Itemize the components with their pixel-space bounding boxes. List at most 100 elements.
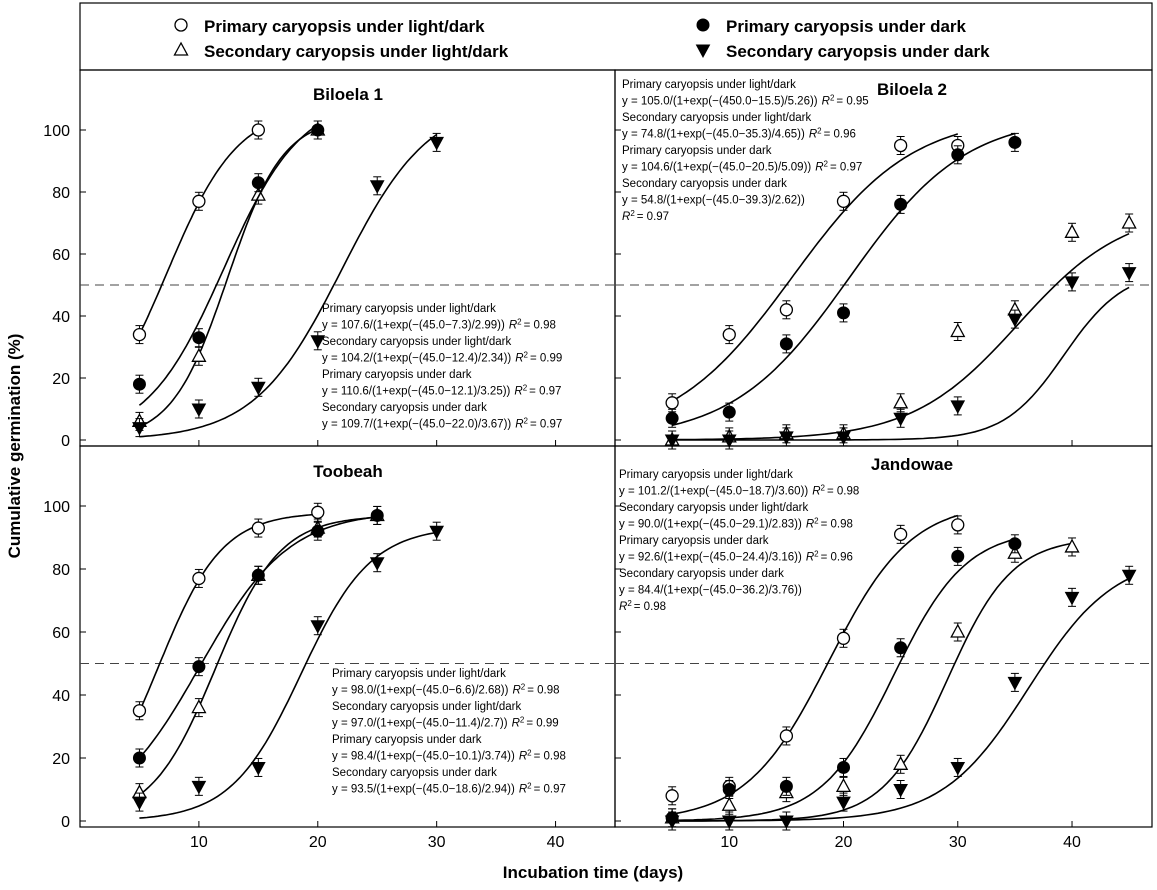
legend-marker-filled-circle — [696, 18, 710, 32]
data-point — [779, 779, 793, 793]
formula-text: y = 84.4/(1+exp(−(45.0−36.2)/3.76)) — [619, 585, 802, 597]
panel-toobeah: Toobeah 0 20 40 60 80 100 10 20 30 40 Primary caryo… — [43, 445, 616, 851]
r2-value: = 0.97 — [830, 162, 862, 174]
r2-exponent: 2 — [824, 160, 829, 169]
data-point — [665, 396, 679, 410]
data-point — [1064, 276, 1080, 290]
data-point — [893, 412, 908, 427]
data-point — [250, 381, 266, 396]
r2-value: = 0.99 — [526, 718, 558, 730]
data-point — [132, 704, 147, 718]
data-point — [950, 323, 966, 338]
data-point — [664, 434, 680, 449]
legend-label: Primary caryopsis under dark — [726, 17, 967, 36]
equation-formula: y = 97.0/(1+exp(−(45.0−11.4)/2.7)) R2 = 0.… — [332, 716, 559, 730]
fit-curve — [139, 531, 437, 819]
equation-label: Secondary caryopsis under light/dark — [619, 502, 808, 514]
formula-text: y = 97.0/(1+exp(−(45.0−11.4)/2.7)) — [332, 718, 508, 730]
data-point — [311, 123, 325, 137]
r2-symbol: R — [519, 751, 527, 763]
x-axis-title: Incubation time (days) — [503, 863, 683, 882]
r2-exponent: 2 — [521, 683, 526, 692]
data-point — [721, 434, 737, 449]
r2-symbol: R — [519, 784, 527, 796]
equation-r2: R2 = 0.98 — [619, 599, 666, 613]
data-point — [894, 197, 908, 211]
data-point — [1007, 676, 1023, 691]
data-point — [310, 620, 326, 634]
r2-value: = 0.98 — [821, 519, 853, 531]
data-point — [192, 331, 206, 345]
legend-marker-open-triangle-up — [173, 41, 189, 56]
data-point — [893, 527, 908, 541]
data-point — [836, 631, 851, 645]
data-point — [192, 571, 206, 586]
r2-symbol: R — [619, 601, 627, 613]
r2-symbol: R — [815, 162, 823, 174]
data-point — [1064, 591, 1080, 606]
equation-label: Primary caryopsis under dark — [332, 734, 482, 746]
legend-label: Secondary caryopsis under light/dark — [204, 42, 509, 61]
data-point — [893, 784, 908, 798]
data-point — [370, 508, 384, 522]
formula-text: y = 90.0/(1+exp(−(45.0−29.1)/2.83)) — [619, 519, 802, 531]
x-tick-label: 10 — [720, 834, 738, 851]
data-point — [311, 524, 325, 538]
fit-curve — [139, 133, 438, 438]
data-point — [722, 405, 736, 419]
legend-marker-filled-triangle-down — [695, 44, 711, 59]
fit-curve — [672, 577, 1130, 822]
data-point — [191, 403, 207, 418]
equation-label: Primary caryopsis under dark — [322, 369, 472, 381]
formula-text: y = 105.0/(1+exp(−(450.0−15.5)/5.26)) — [622, 96, 818, 108]
formula-text: y = 107.6/(1+exp(−(45.0−7.3)/2.99)) — [322, 320, 505, 332]
data-point — [132, 327, 147, 342]
data-point — [894, 641, 908, 655]
y-tick-label: 60 — [52, 247, 70, 264]
data-point — [132, 751, 146, 765]
data-point — [837, 760, 851, 774]
data-point — [722, 327, 736, 342]
x-tick-label: 20 — [309, 834, 327, 851]
equation-label: Primary caryopsis under light/dark — [322, 303, 496, 315]
panel-title: Biloela 1 — [313, 85, 383, 104]
r2-value: = 0.98 — [524, 320, 556, 332]
r2-symbol: R — [512, 685, 520, 697]
data-point — [191, 780, 207, 795]
data-point — [721, 815, 737, 830]
y-tick-label: 100 — [43, 123, 70, 140]
data-point — [779, 729, 794, 743]
formula-text: y = 93.5/(1+exp(−(45.0−18.6)/2.94)) — [332, 784, 515, 796]
y-tick-label: 20 — [52, 371, 70, 388]
y-tick-label: 80 — [52, 185, 70, 202]
data-point — [251, 568, 265, 582]
y-tick-label: 100 — [43, 499, 70, 516]
x-tick-label: 20 — [835, 834, 853, 851]
data-point — [1064, 538, 1080, 553]
data-point — [369, 557, 385, 571]
equation-label: Secondary caryopsis under light/dark — [332, 701, 521, 713]
data-point — [251, 521, 265, 535]
equation-label: Primary caryopsis under dark — [619, 535, 769, 547]
panel-biloela-1: Biloela 1 0 20 40 60 80 100 Primary caryopsis u… — [43, 69, 616, 450]
panel-frame — [614, 69, 1153, 447]
equation-label: Secondary caryopsis under dark — [332, 767, 497, 779]
data-point — [311, 505, 325, 519]
data-point — [893, 138, 908, 153]
data-point — [250, 186, 266, 201]
data-point — [835, 777, 852, 792]
legend-label: Primary caryopsis under light/dark — [204, 17, 485, 36]
r2-exponent: 2 — [520, 716, 525, 725]
r2-symbol: R — [812, 486, 820, 498]
data-point — [429, 525, 445, 540]
data-point — [779, 337, 793, 351]
formula-text: y = 54.8/(1+exp(−(45.0−39.3)/2.62)) — [622, 195, 805, 207]
r2-exponent: 2 — [830, 94, 835, 103]
r2-exponent: 2 — [524, 351, 529, 360]
x-tick-label: 40 — [547, 834, 565, 851]
data-point — [310, 335, 326, 349]
r2-value: = 0.98 — [827, 486, 859, 498]
data-point — [192, 660, 206, 674]
equation-formula: y = 74.8/(1+exp(−(45.0−35.3)/4.65)) R2 = 0… — [622, 127, 856, 141]
